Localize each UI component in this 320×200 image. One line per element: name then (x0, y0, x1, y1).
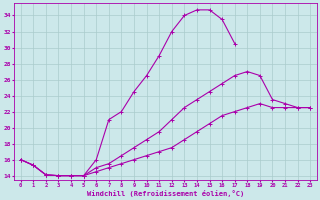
X-axis label: Windchill (Refroidissement éolien,°C): Windchill (Refroidissement éolien,°C) (87, 190, 244, 197)
